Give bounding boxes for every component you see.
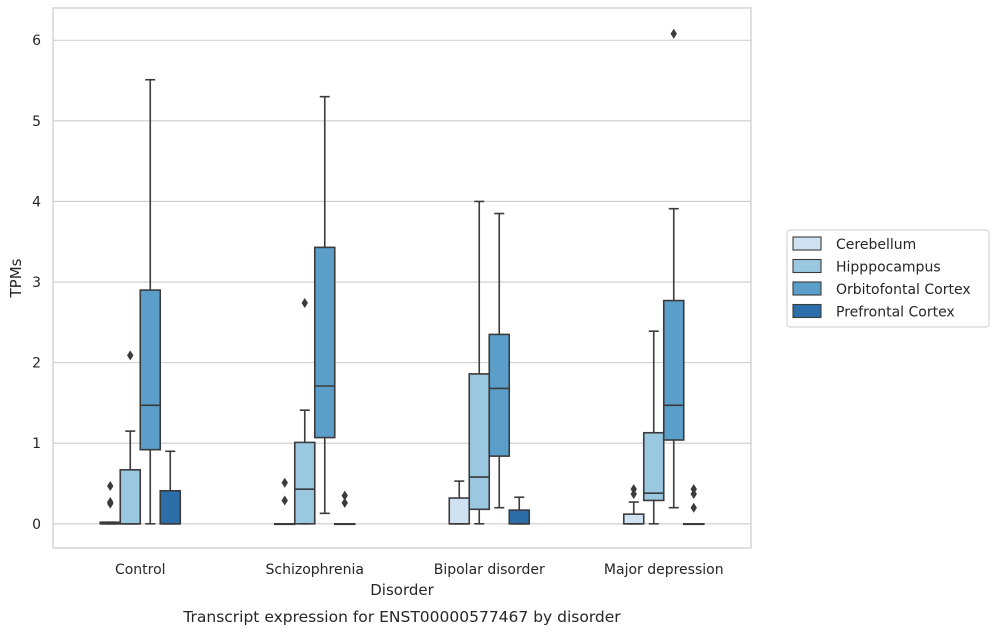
- box-body: [508, 509, 531, 525]
- x-tick-label: Control: [115, 562, 166, 578]
- box: [333, 490, 356, 526]
- y-axis-label: TPMs: [7, 258, 25, 298]
- y-tick-label: 4: [32, 194, 41, 210]
- x-tick-label: Schizophrenia: [266, 562, 364, 578]
- box: [448, 480, 471, 525]
- box: [508, 496, 531, 525]
- outlier-point: [341, 497, 348, 508]
- box: [139, 78, 162, 525]
- x-tick-label: Major depression: [604, 562, 724, 578]
- legend-swatch: [792, 258, 822, 274]
- box-body: [468, 373, 491, 511]
- legend-frame: [786, 229, 990, 328]
- box-body: [159, 489, 182, 525]
- box-body: [293, 441, 316, 525]
- outlier-point: [127, 350, 134, 361]
- box: [662, 28, 685, 509]
- x-tick-labels: Control Schizophrenia Bipolar disorder Majo…: [115, 562, 724, 578]
- legend-swatch: [792, 303, 822, 319]
- box-body: [662, 299, 685, 441]
- legend-swatch: [792, 236, 822, 251]
- box: [159, 450, 182, 525]
- box: [273, 477, 296, 526]
- outlier-point: [301, 297, 308, 308]
- box-body: [313, 246, 336, 439]
- y-tick-label: 3: [32, 275, 41, 291]
- box-body: [139, 289, 162, 451]
- legend-label: Cerebellum: [836, 237, 916, 253]
- legend: Cerebellum Hipppocampus Orbitofontal Corte…: [786, 229, 990, 328]
- box: [622, 484, 645, 525]
- y-tick-label: 0: [32, 517, 41, 533]
- outlier-point: [690, 502, 697, 513]
- box: [642, 330, 665, 525]
- outlier-point: [341, 490, 348, 501]
- box-body: [488, 333, 511, 457]
- plot-background: [53, 8, 751, 548]
- y-tick-labels: 0 1 2 3 4 5 6: [32, 33, 41, 533]
- legend-swatch: [792, 281, 822, 296]
- outlier-point: [281, 477, 288, 488]
- box-body: [448, 497, 471, 525]
- box-body: [642, 431, 665, 502]
- box: [313, 95, 336, 515]
- y-tick-label: 6: [32, 33, 41, 49]
- box: [119, 350, 142, 525]
- box: [293, 297, 316, 525]
- box-body: [119, 469, 142, 525]
- legend-label: Prefrontal Cortex: [836, 305, 955, 321]
- outlier-point: [690, 484, 697, 495]
- box-body: [622, 513, 645, 525]
- x-axis-label: Disorder: [370, 581, 434, 599]
- legend-label: Hipppocampus: [836, 260, 941, 276]
- y-tick-label: 5: [32, 114, 41, 130]
- y-tick-label: 1: [32, 436, 41, 452]
- outlier-point: [281, 495, 288, 506]
- outlier-point: [107, 480, 114, 491]
- x-tick-label: Bipolar disorder: [434, 562, 545, 578]
- plot-frame: [52, 7, 752, 549]
- box: [488, 212, 511, 509]
- y-tick-label: 2: [32, 356, 41, 372]
- box-series: [99, 28, 705, 526]
- legend-label: Orbitofontal Cortex: [836, 282, 971, 298]
- box: [682, 484, 705, 526]
- outlier-point: [670, 28, 677, 39]
- outlier-point: [630, 484, 637, 495]
- chart-caption: Transcript expression for ENST0000057746…: [182, 608, 621, 626]
- outlier-point: [107, 497, 114, 508]
- box: [468, 200, 491, 525]
